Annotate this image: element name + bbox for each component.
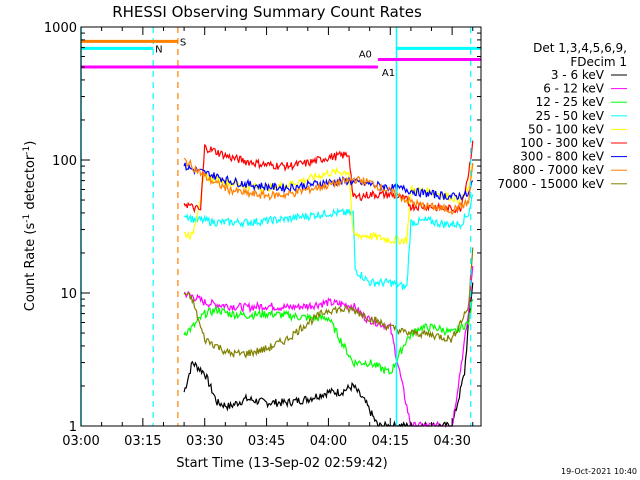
flag-label: S xyxy=(180,37,186,48)
legend-header: Det 1,3,4,5,6,9, xyxy=(533,41,627,55)
x-tick-label: 04:30 xyxy=(433,434,470,449)
series-line xyxy=(183,157,474,216)
x-axis: 03:00 03:15 03:30 03:45 04:00 04:15 04:30 xyxy=(62,27,474,449)
x-tick-label: 04:15 xyxy=(372,434,409,449)
y-tick-label: 100 xyxy=(52,154,77,169)
y-axis-label-sup1: -1 xyxy=(22,214,32,223)
y-axis-label-a: Count Rate (s xyxy=(23,223,38,312)
y-tick-label: 1000 xyxy=(44,21,77,36)
y-axis-label-sup2: -1 xyxy=(22,146,32,155)
series-line xyxy=(183,140,474,214)
y-tick-label: 10 xyxy=(60,287,77,302)
legend-header-2: FDecim 1 xyxy=(570,55,627,69)
y-axis-label: Count Rate (s-1 detector-1) xyxy=(22,141,38,312)
legend-entry-label: 3 - 6 keV xyxy=(551,68,605,82)
y-axis-label-c: ) xyxy=(23,141,38,146)
flag-label: N xyxy=(155,44,162,55)
series-line xyxy=(183,194,474,290)
legend-entry-label: 100 - 300 keV xyxy=(520,136,604,150)
y-axis: 1 10 100 1000 xyxy=(44,21,481,435)
series-line xyxy=(183,298,474,375)
x-axis-label: Start Time (13-Sep-02 02:59:42) xyxy=(176,456,387,471)
legend-entry-label: 7000 - 15000 keV xyxy=(497,177,604,191)
series-line xyxy=(183,265,474,427)
legend-entry-label: 25 - 50 keV xyxy=(536,109,605,123)
x-tick-label: 04:00 xyxy=(310,434,347,449)
series-line xyxy=(183,282,474,429)
legend-entry-label: 6 - 12 keV xyxy=(543,82,605,96)
timestamp: 19-Oct-2021 10:40 xyxy=(561,467,637,476)
series-layer xyxy=(183,140,474,429)
x-tick-label: 03:45 xyxy=(248,434,285,449)
x-tick-label: 03:15 xyxy=(124,434,161,449)
flag-label: A1 xyxy=(382,68,395,79)
legend-entry-label: 300 - 800 keV xyxy=(520,150,604,164)
flag-label: A0 xyxy=(359,49,372,60)
legend-entry-label: 12 - 25 keV xyxy=(536,95,605,109)
x-tick-label: 03:30 xyxy=(186,434,223,449)
y-tick-label: 1 xyxy=(69,420,77,435)
y-axis-label-b: detector xyxy=(23,154,38,214)
x-tick-label: 03:00 xyxy=(62,434,99,449)
series-line xyxy=(183,247,474,359)
series-line xyxy=(183,162,474,246)
plot-frame xyxy=(80,26,482,427)
chart-title: RHESSI Observing Summary Count Rates xyxy=(112,3,422,21)
legend-entry-label: 50 - 100 keV xyxy=(528,122,605,136)
flags-layer: S N A0 A1 xyxy=(80,27,481,426)
legend-entry-label: 800 - 7000 keV xyxy=(513,163,605,177)
